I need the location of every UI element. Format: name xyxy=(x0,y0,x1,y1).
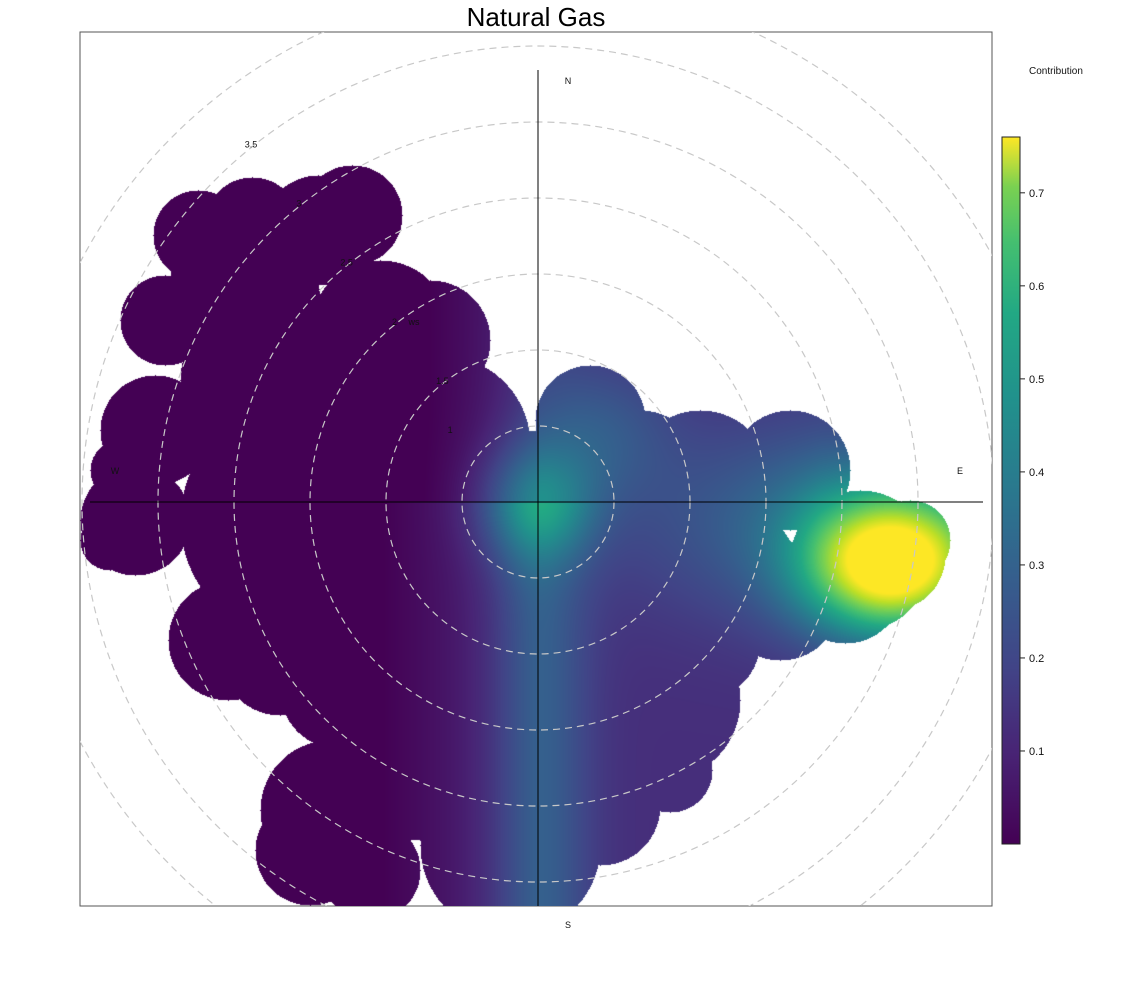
chart-title: Natural Gas xyxy=(467,2,606,32)
cardinal-axes xyxy=(90,70,983,906)
radial-tick-label: 2 xyxy=(392,317,397,327)
radial-tick-label: 3 xyxy=(296,199,301,209)
colorbar-tick-label: 0.2 xyxy=(1029,653,1044,665)
radial-tick-label: 3.5 xyxy=(245,140,258,150)
radial-tick-label: 1.5 xyxy=(436,376,449,386)
direction-labels: N E S W xyxy=(111,76,963,930)
colorbar-tick-label: 0.5 xyxy=(1029,374,1044,386)
radial-tick-labels: 1 1.5 2 2.5 3 3.5 xyxy=(245,140,453,435)
radial-tick-label: 1 xyxy=(448,425,453,435)
contribution-surface xyxy=(80,32,992,906)
grid-circle xyxy=(81,45,992,906)
colorbar-tick-label: 0.3 xyxy=(1029,560,1044,572)
direction-label-w: W xyxy=(111,466,120,476)
direction-label-s: S xyxy=(565,920,571,930)
colorbar-tick-label: 0.6 xyxy=(1029,281,1044,293)
colorbar-tick-label: 0.7 xyxy=(1029,188,1044,200)
colorbar-tick-label: 0.1 xyxy=(1029,746,1044,758)
colorbar xyxy=(1001,136,1021,845)
radial-axis-label: ws xyxy=(408,317,420,327)
colorbar-tick-label: 0.4 xyxy=(1029,467,1044,479)
colorbar-ticks: 0.1 0.2 0.3 0.4 0.5 0.6 0.7 xyxy=(1020,188,1044,758)
legend-title: Contribution xyxy=(1029,66,1083,77)
radial-tick-label: 2.5 xyxy=(340,258,353,268)
direction-label-n: N xyxy=(565,76,572,86)
direction-label-e: E xyxy=(957,466,963,476)
